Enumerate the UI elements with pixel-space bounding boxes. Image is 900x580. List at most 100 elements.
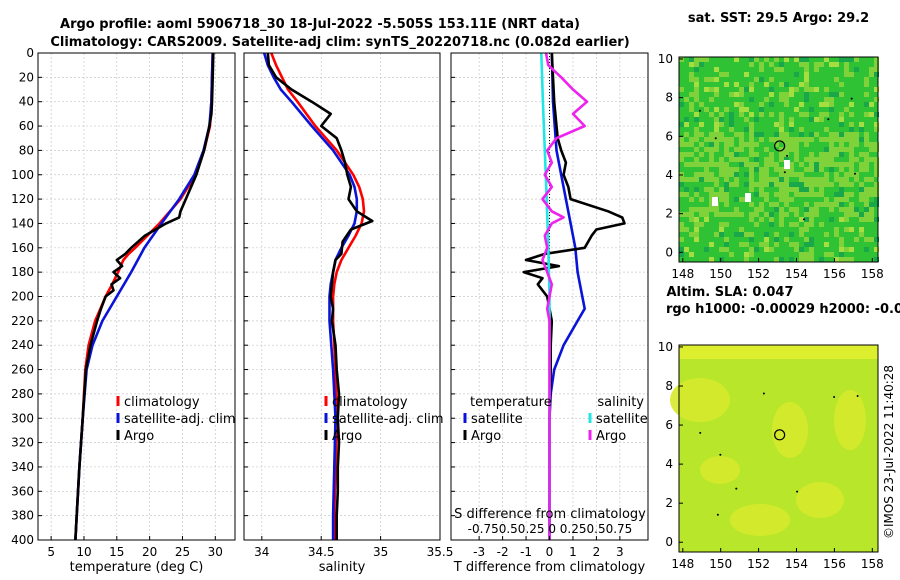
sst-cell	[769, 247, 774, 252]
sst-cell	[789, 167, 794, 172]
sst-cell	[874, 67, 879, 72]
sst-cell	[869, 187, 874, 192]
sst-cell	[774, 167, 779, 172]
sst-cell	[804, 112, 809, 117]
sst-cell	[749, 122, 754, 127]
sst-cell	[784, 57, 789, 62]
sst-cell	[714, 182, 719, 187]
sst-cell	[839, 242, 844, 247]
sst-cell	[724, 107, 729, 112]
island-dot	[827, 118, 830, 121]
sst-cell	[679, 142, 684, 147]
x-tick-label: 5	[47, 545, 55, 559]
sst-cell	[844, 247, 849, 252]
sst-cell	[694, 92, 699, 97]
sst-cell	[779, 212, 784, 217]
sst-cell	[859, 197, 864, 202]
sst-cell	[799, 227, 804, 232]
sst-cell	[799, 177, 804, 182]
y-tick-label: 6	[665, 418, 673, 432]
sst-cell	[729, 92, 734, 97]
sst-cell	[694, 127, 699, 132]
sst-cell	[844, 257, 849, 262]
sst-cell	[759, 217, 764, 222]
y-tick-label: 240	[11, 338, 34, 352]
island-dot	[853, 172, 856, 175]
sst-cell	[764, 172, 769, 177]
sst-cell	[699, 162, 704, 167]
sst-cell	[874, 97, 879, 102]
sst-cell	[829, 107, 834, 112]
sst-cell	[774, 122, 779, 127]
sst-cell	[689, 217, 694, 222]
sla-anomaly-blob	[700, 456, 740, 484]
sst-cell	[699, 62, 704, 67]
sst-cell	[749, 252, 754, 257]
sst-cell	[789, 127, 794, 132]
sst-cell	[794, 182, 799, 187]
sst-cell	[714, 107, 719, 112]
sst-cell	[859, 162, 864, 167]
x-tick-label: 15	[109, 545, 124, 559]
sst-cell	[694, 117, 699, 122]
sst-cell	[759, 77, 764, 82]
sst-cell	[829, 97, 834, 102]
sst-cell	[874, 62, 879, 67]
sst-cell	[829, 92, 834, 97]
island-dot	[714, 137, 717, 140]
sst-cell	[844, 192, 849, 197]
sst-cell	[804, 142, 809, 147]
y-tick-label: 260	[11, 363, 34, 377]
sst-cell	[839, 162, 844, 167]
sst-cell	[729, 252, 734, 257]
sst-cell	[804, 227, 809, 232]
y-tick-label: 360	[11, 484, 34, 498]
sst-cell	[774, 182, 779, 187]
sst-cell	[724, 162, 729, 167]
sst-cell	[869, 177, 874, 182]
sst-cell	[849, 102, 854, 107]
sst-cell	[869, 147, 874, 152]
sst-cell	[794, 172, 799, 177]
y-tick-label: 40	[19, 95, 34, 109]
sst-cell	[874, 217, 879, 222]
sst-cell	[789, 122, 794, 127]
legend-label: satellite-adj. clim	[124, 412, 236, 427]
x-tick-label: 2	[593, 545, 601, 559]
sst-cell	[814, 67, 819, 72]
y-tick-label: 10	[658, 52, 673, 66]
sst-cell	[834, 202, 839, 207]
sst-cell	[804, 252, 809, 257]
sst-cell	[799, 252, 804, 257]
sst-cell	[724, 177, 729, 182]
sst-cell	[824, 127, 829, 132]
sst-cell	[779, 127, 784, 132]
sst-cell	[829, 207, 834, 212]
sst-cell	[804, 92, 809, 97]
sst-cell	[709, 112, 714, 117]
sst-cell	[744, 117, 749, 122]
sst-cell	[774, 67, 779, 72]
sst-cell	[684, 162, 689, 167]
sst-cell	[839, 197, 844, 202]
sst-cell	[684, 187, 689, 192]
sst-cell	[679, 182, 684, 187]
sst-cell	[699, 57, 704, 62]
sst-cell	[779, 182, 784, 187]
sst-cell	[764, 167, 769, 172]
sst-cell	[714, 192, 719, 197]
sst-cell	[839, 202, 844, 207]
sst-cell	[834, 147, 839, 152]
sst-cell	[734, 92, 739, 97]
sst-cell	[744, 257, 749, 262]
sst-cell	[794, 242, 799, 247]
sst-cell	[719, 162, 724, 167]
sst-cell	[764, 97, 769, 102]
sst-cell	[779, 222, 784, 227]
sst-cell	[864, 137, 869, 142]
sst-cell	[834, 232, 839, 237]
y-tick-label: 180	[11, 265, 34, 279]
sst-cell	[799, 62, 804, 67]
sst-cell	[779, 187, 784, 192]
sst-cell	[864, 132, 869, 137]
